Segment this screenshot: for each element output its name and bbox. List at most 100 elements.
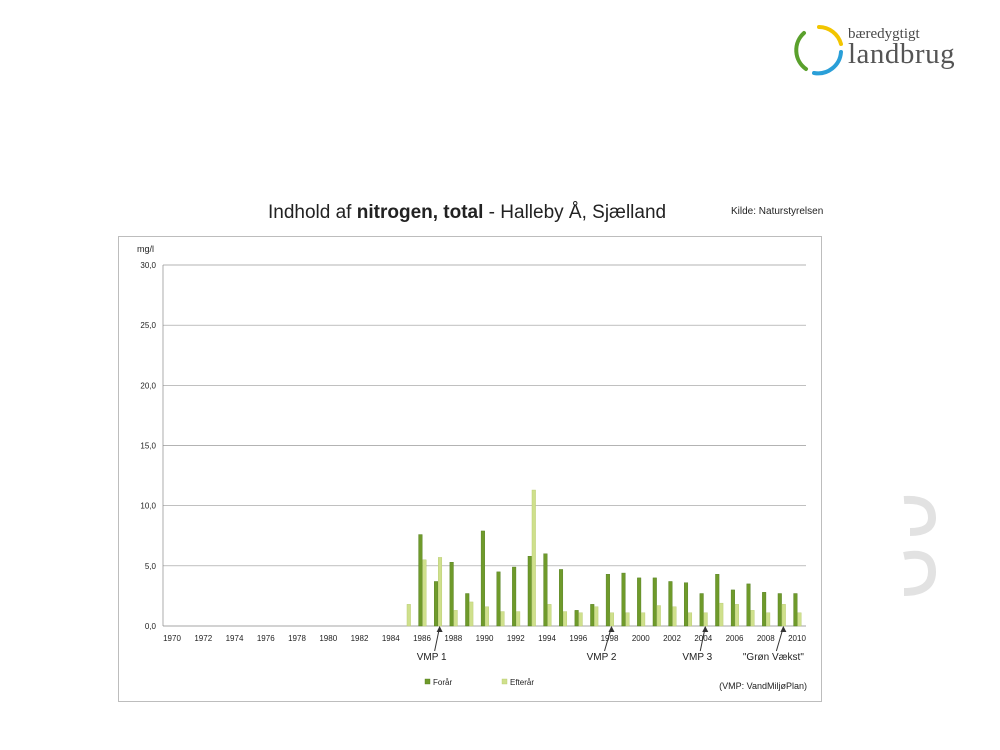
bar-efterar [797,612,802,627]
bar-forar [574,610,579,627]
bar-efterar [750,610,755,627]
bar-forar [684,582,689,627]
bar-chart: mg/l 0,0 5,0 10,0 15,0 20,0 25,0 30,0 1970 1972 19… [137,244,807,691]
bar-forar [746,583,751,627]
bar-efterar [516,611,521,627]
y-tick-label: 20,0 [140,381,156,390]
chart-area: mg/l 0,0 5,0 10,0 15,0 20,0 25,0 30,0 1970 1972 19… [118,236,822,702]
annotation-label: VMP 2 [587,652,617,663]
x-tick-label: 1994 [538,634,556,643]
bar-forar [512,566,517,627]
bar-efterar [484,606,489,627]
logo-text-small: bæredygtigt [848,26,920,42]
x-tick-label: 1974 [226,634,244,643]
y-tick-label: 10,0 [140,502,156,511]
bar-efterar [766,612,771,627]
bar-efterar [563,611,568,627]
y-axis-label: mg/l [137,244,154,254]
x-tick-label: 2004 [694,634,712,643]
bar-efterar [453,610,458,627]
legend-label: Forår [433,678,452,687]
annotation-arrowhead-icon [608,626,615,632]
x-tick-label: 2008 [757,634,775,643]
x-tick-label: 2006 [726,634,744,643]
bar-efterar [609,612,614,627]
bar-efterar [672,606,677,627]
source-label: Kilde: Naturstyrelsen [731,206,824,217]
bar-forar [762,592,767,627]
bar-efterar [422,559,427,627]
bar-forar [590,604,595,627]
logo-text-big: landbrug [848,38,956,70]
x-tick-label: 2002 [663,634,681,643]
annotation-arrowhead-icon [436,626,443,632]
annotation-label: VMP 1 [417,652,447,663]
bar-forar [434,581,439,627]
x-tick-label: 1980 [319,634,337,643]
bar-efterar [469,601,474,627]
bar-forar [777,593,782,627]
bar-efterar [500,611,505,627]
annotation-arrowhead-icon [702,626,709,632]
bar-efterar [531,489,536,627]
y-tick-label: 0,0 [145,622,157,631]
bar-efterar [625,612,630,627]
y-tick-label: 15,0 [140,442,156,451]
x-tick-label: 2010 [788,634,806,643]
annotation-label: VMP 3 [682,652,712,663]
x-tick-label: 1972 [194,634,212,643]
x-tick-label: 1998 [601,634,619,643]
y-tick-label: 5,0 [145,562,157,571]
bar-forar [449,562,454,627]
legend-label: Efterår [510,678,534,687]
bar-efterar [719,602,724,627]
x-tick-label: 1986 [413,634,431,643]
bar-efterar [656,605,661,627]
decorative-glyph-icon [903,495,937,596]
annotation-label: "Grøn Vækst" [743,652,804,663]
brand-logo: bæredygtigt landbrug [792,20,962,80]
annotation-arrowhead-icon [780,626,787,632]
logo-ring-icon [794,25,843,76]
bar-forar [637,577,642,627]
legend-swatch [501,678,508,685]
x-tick-label: 1988 [444,634,462,643]
x-tick-label: 1984 [382,634,400,643]
x-tick-label: 1990 [476,634,494,643]
bar-efterar [594,606,599,627]
bar-forar [543,553,548,627]
x-tick-label: 1982 [351,634,369,643]
x-tick-label: 2000 [632,634,650,643]
x-tick-label: 1976 [257,634,275,643]
bar-forar [621,572,626,627]
bar-forar [418,534,423,627]
bar-forar [668,581,673,627]
bar-forar [715,574,720,627]
bar-forar [793,593,798,627]
bar-efterar [781,604,786,627]
bar-efterar [406,604,411,627]
bar-forar [480,530,485,627]
bar-efterar [703,612,708,627]
y-tick-label: 30,0 [140,261,156,270]
chart-title: Indhold af nitrogen, total - Halleby Å, … [268,202,667,223]
bar-forar [527,556,532,627]
bar-efterar [547,604,552,627]
bar-efterar [578,612,583,627]
x-tick-label: 1992 [507,634,525,643]
x-tick-label: 1978 [288,634,306,643]
bar-forar [699,593,704,627]
vmp-note: (VMP: VandMiljøPlan) [719,681,807,691]
y-tick-label: 25,0 [140,321,156,330]
bar-efterar [688,612,693,627]
bar-forar [652,577,657,627]
bar-forar [730,589,735,627]
bar-efterar [734,604,739,627]
bar-efterar [641,612,646,627]
legend-swatch [424,678,431,685]
bar-forar [559,569,564,627]
x-tick-label: 1970 [163,634,181,643]
bar-forar [605,574,610,627]
x-tick-label: 1996 [569,634,587,643]
bar-forar [496,571,501,627]
